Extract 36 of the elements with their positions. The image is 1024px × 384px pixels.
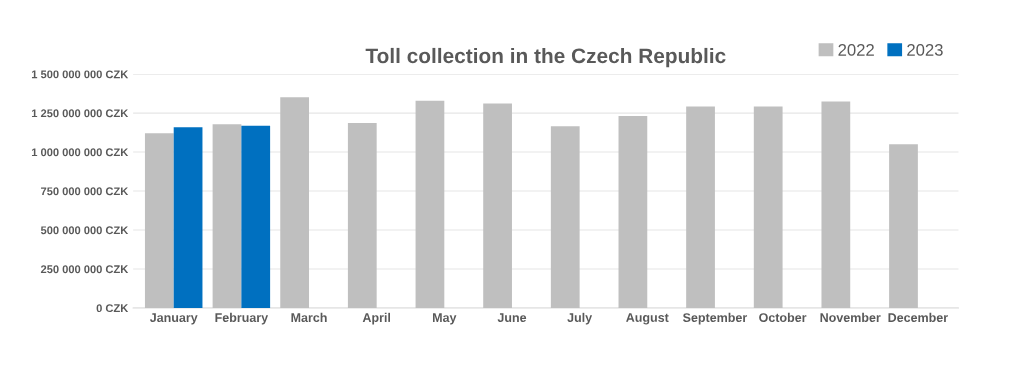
bar	[173, 127, 203, 308]
legend-label: 2022	[838, 44, 874, 56]
y-tick-label: 750 000 000 CZK	[41, 187, 129, 196]
x-tick-label: August	[626, 313, 669, 325]
bar	[753, 106, 783, 308]
x-tick-label: July	[567, 312, 593, 325]
x-tick-label: April	[362, 312, 391, 325]
y-tick-label: 1 000 000 000 CZK	[31, 148, 129, 157]
y-tick-label: 500 000 000 CZK	[40, 226, 129, 235]
bar	[483, 103, 512, 308]
chart-title: Toll collection in the Czech Republic	[365, 47, 726, 68]
bar	[212, 124, 242, 308]
x-tick-label: June	[497, 313, 527, 323]
bar	[241, 125, 271, 308]
legend-label: 2023	[907, 44, 943, 56]
bar	[280, 97, 310, 308]
y-tick-label: 250 000 000 CZK	[40, 265, 129, 274]
bar	[821, 101, 851, 308]
x-tick-label: January	[149, 313, 198, 325]
bar	[686, 106, 715, 308]
y-tick-label: 0 CZK	[96, 304, 129, 313]
x-tick-label: May	[432, 313, 457, 325]
bar	[415, 100, 445, 308]
x-tick-label: February	[215, 312, 269, 325]
y-tick-label: 1 500 000 000 CZK	[31, 70, 129, 79]
x-tick-label: November	[820, 312, 881, 323]
x-tick-label: March	[291, 312, 327, 323]
x-tick-label: September	[682, 312, 748, 325]
bar	[618, 116, 648, 308]
bar	[889, 144, 918, 308]
bar	[347, 123, 377, 308]
y-tick-label: 1 250 000 000 CZK	[31, 109, 129, 118]
bar	[550, 126, 580, 308]
x-tick-label: December	[888, 312, 948, 323]
bar	[144, 133, 174, 308]
x-tick-label: October	[759, 312, 807, 323]
